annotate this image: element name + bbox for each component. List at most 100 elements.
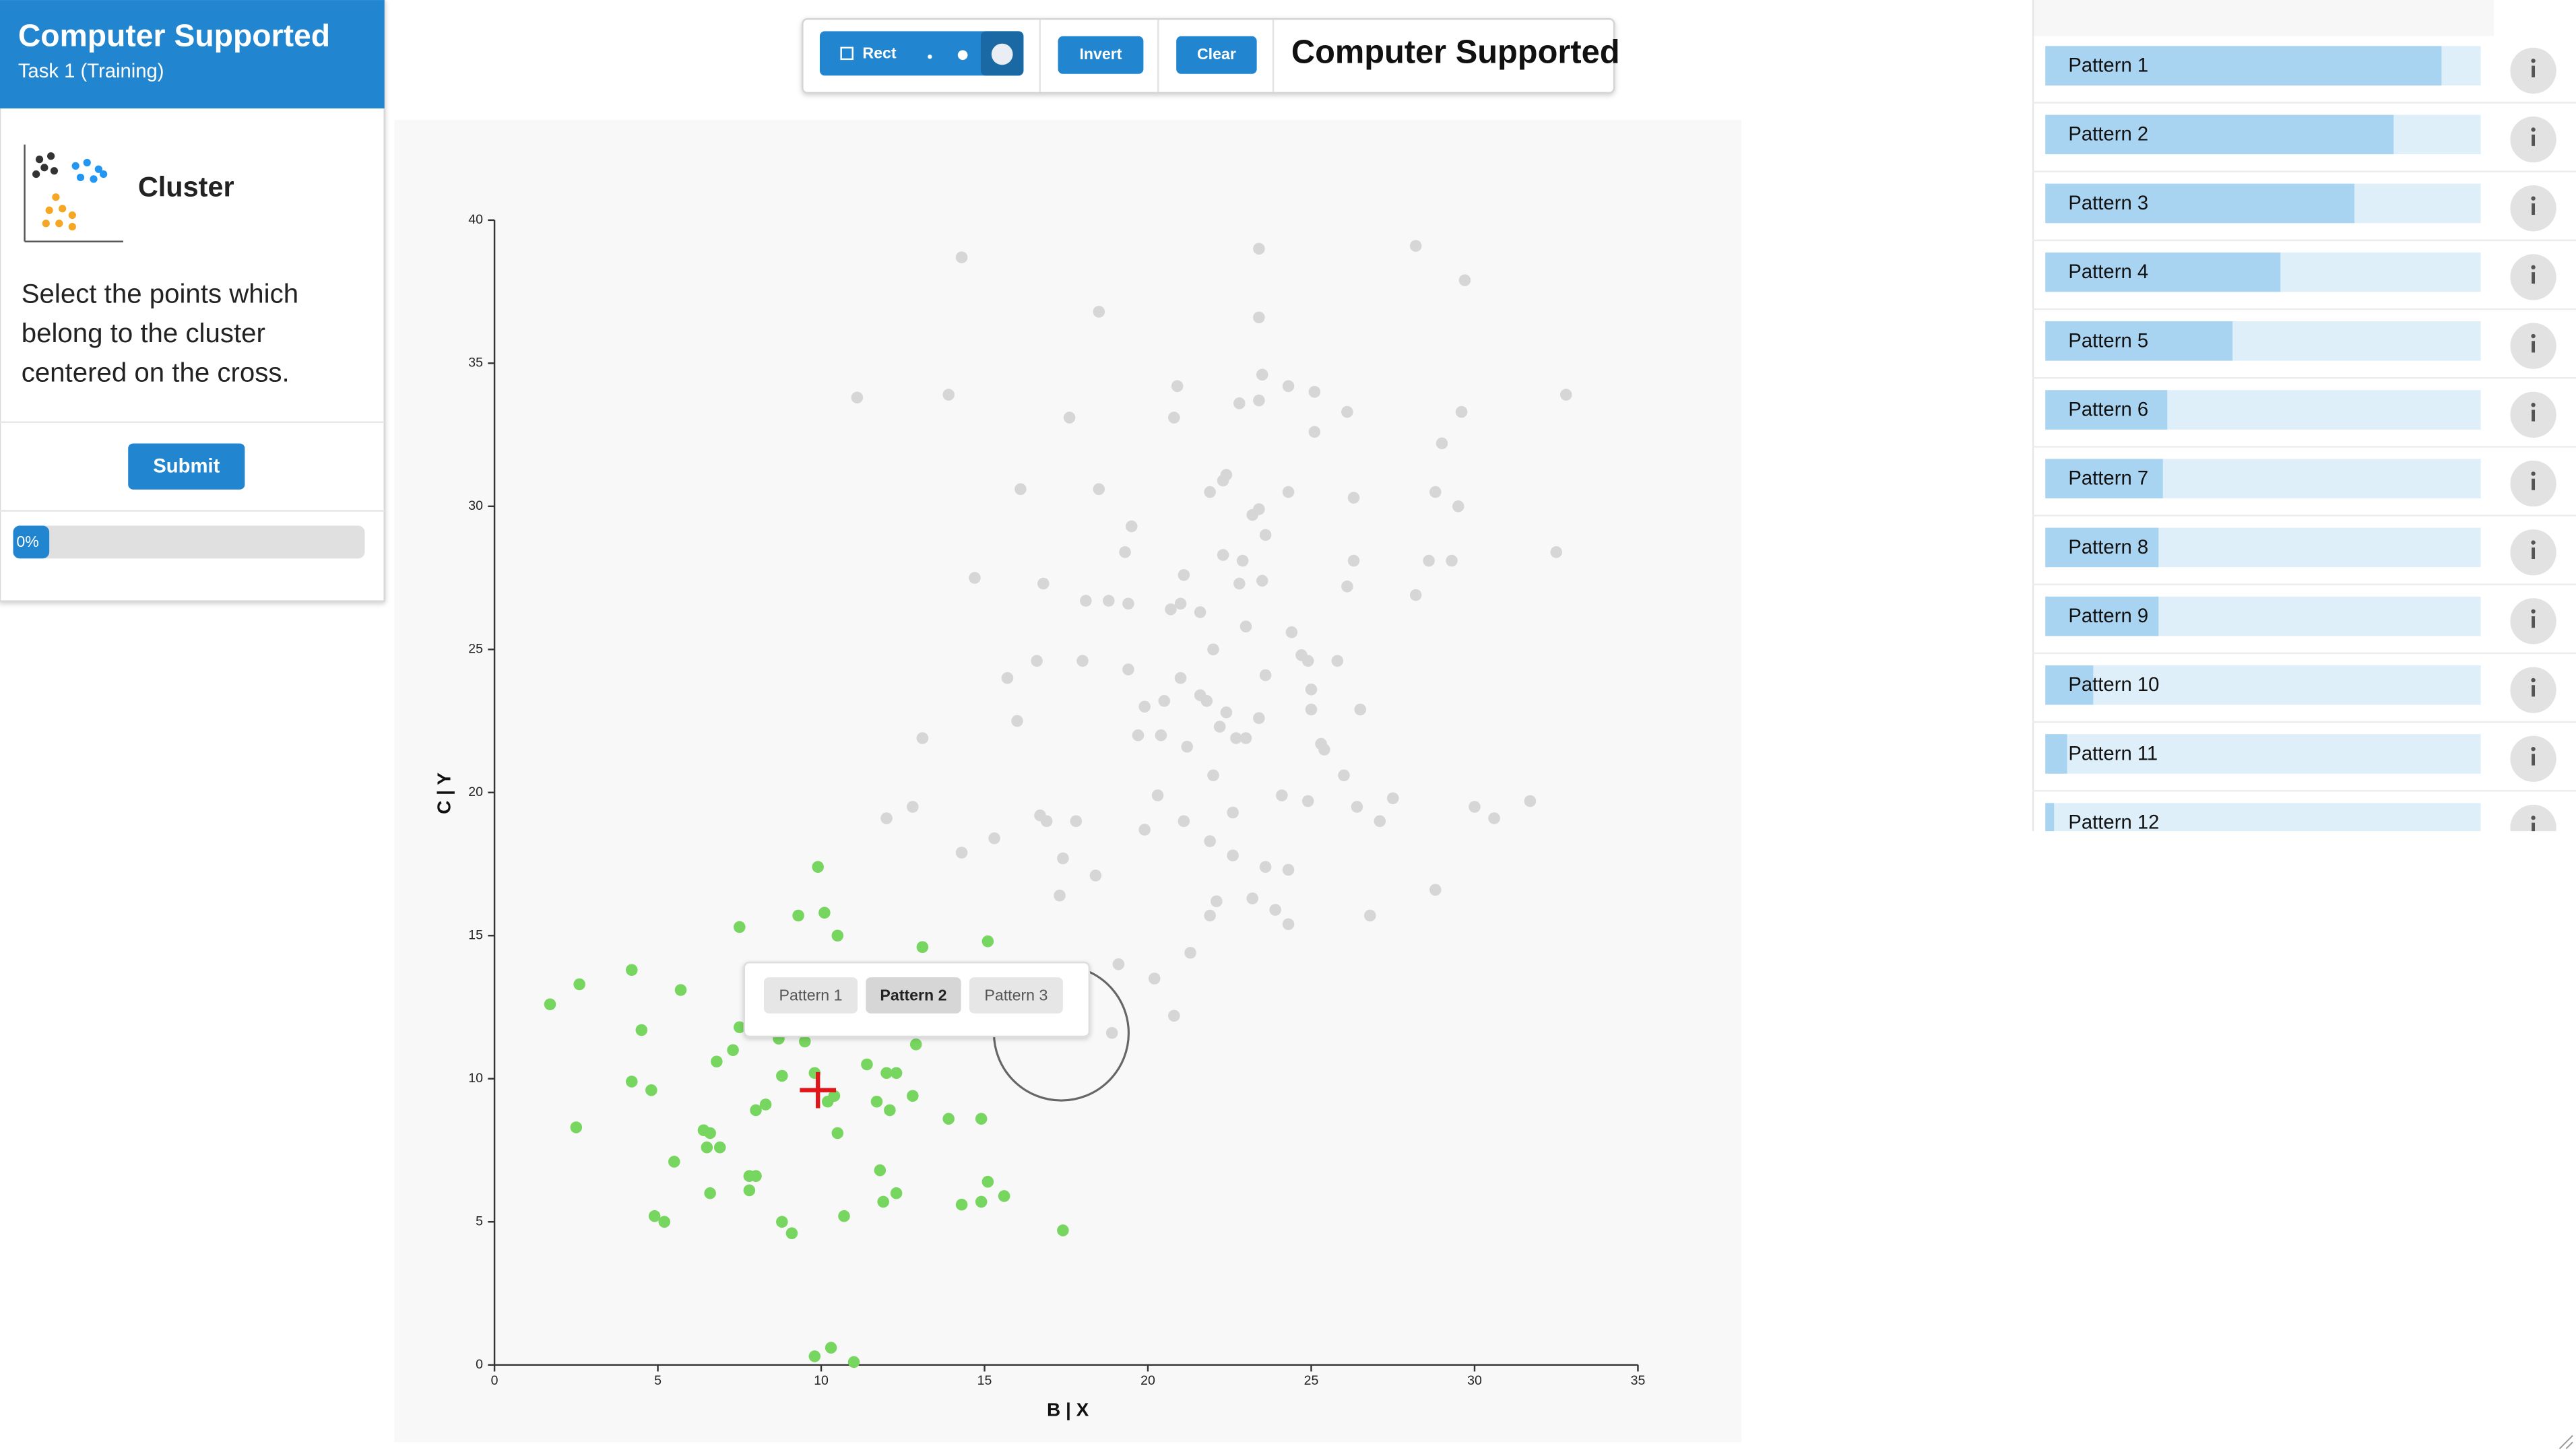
data-point[interactable] bbox=[1174, 597, 1187, 610]
data-point[interactable] bbox=[1054, 889, 1066, 902]
data-point[interactable] bbox=[701, 1141, 713, 1154]
data-point[interactable] bbox=[1230, 732, 1242, 744]
data-point[interactable] bbox=[1351, 801, 1363, 813]
data-point[interactable] bbox=[1168, 1010, 1180, 1022]
data-point[interactable] bbox=[1037, 577, 1050, 590]
info-icon-dot[interactable] bbox=[2531, 471, 2536, 476]
clear-bg[interactable] bbox=[1176, 36, 1257, 74]
info-icon[interactable] bbox=[2532, 65, 2536, 77]
data-point[interactable] bbox=[1253, 394, 1265, 407]
data-point[interactable] bbox=[1178, 569, 1190, 581]
data-point[interactable] bbox=[1276, 789, 1288, 801]
data-point[interactable] bbox=[704, 1127, 716, 1140]
data-point[interactable] bbox=[942, 389, 955, 401]
info-icon-dot[interactable] bbox=[2531, 746, 2536, 752]
data-point[interactable] bbox=[1308, 426, 1321, 438]
data-point[interactable] bbox=[1151, 789, 1164, 801]
data-point[interactable] bbox=[1233, 397, 1246, 409]
data-point[interactable] bbox=[645, 1084, 657, 1096]
data-point[interactable] bbox=[851, 391, 864, 404]
data-point[interactable] bbox=[776, 1216, 788, 1228]
data-point[interactable] bbox=[658, 1216, 671, 1228]
brush-size-medium[interactable] bbox=[957, 50, 968, 61]
data-point[interactable] bbox=[942, 1113, 955, 1125]
data-point[interactable] bbox=[792, 909, 804, 922]
info-icon[interactable] bbox=[2532, 754, 2536, 766]
data-point[interactable] bbox=[1301, 795, 1314, 807]
data-point[interactable] bbox=[1239, 620, 1252, 633]
info-icon[interactable] bbox=[2532, 341, 2536, 353]
data-point[interactable] bbox=[831, 929, 844, 942]
pattern-bar[interactable] bbox=[2045, 459, 2163, 498]
data-point[interactable] bbox=[1455, 405, 1468, 418]
invert-bg[interactable] bbox=[1058, 36, 1144, 74]
pattern-label[interactable]: Pattern 8 bbox=[2068, 537, 2148, 558]
data-point[interactable] bbox=[1256, 574, 1268, 587]
invert-label[interactable]: Invert bbox=[1079, 45, 1122, 63]
submit-label[interactable]: Submit bbox=[153, 456, 220, 477]
data-point[interactable] bbox=[1269, 904, 1281, 916]
rect-icon[interactable] bbox=[840, 46, 854, 61]
data-point[interactable] bbox=[750, 1170, 762, 1182]
data-point[interactable] bbox=[570, 1121, 583, 1133]
data-point[interactable] bbox=[648, 1210, 661, 1222]
info-icon-dot[interactable] bbox=[2531, 609, 2536, 614]
data-point[interactable] bbox=[1488, 812, 1500, 824]
data-point[interactable] bbox=[776, 1069, 788, 1082]
data-point[interactable] bbox=[1253, 712, 1265, 725]
data-point[interactable] bbox=[1559, 389, 1572, 401]
pattern-bar[interactable] bbox=[2045, 665, 2094, 705]
info-icon-dot[interactable] bbox=[2531, 540, 2536, 545]
data-point[interactable] bbox=[713, 1141, 726, 1154]
pattern-label[interactable]: Pattern 6 bbox=[2068, 399, 2148, 420]
info-icon-dot[interactable] bbox=[2531, 816, 2536, 820]
brush-label[interactable]: Rect bbox=[862, 44, 896, 62]
pattern-bar[interactable] bbox=[2045, 390, 2168, 430]
data-point[interactable] bbox=[1001, 672, 1014, 684]
popup-button[interactable] bbox=[969, 977, 1063, 1014]
data-point[interactable] bbox=[1256, 368, 1268, 381]
clear-button[interactable]: Clear bbox=[1176, 36, 1257, 74]
pattern-bar[interactable] bbox=[2045, 114, 2394, 155]
info-icon[interactable] bbox=[2532, 616, 2536, 628]
submit-button-bg[interactable] bbox=[128, 443, 245, 490]
data-point[interactable] bbox=[828, 1090, 841, 1102]
data-point[interactable] bbox=[573, 978, 585, 991]
data-point[interactable] bbox=[1178, 815, 1190, 828]
data-point[interactable] bbox=[955, 847, 968, 859]
data-point[interactable] bbox=[874, 1164, 887, 1177]
data-point[interactable] bbox=[1220, 706, 1233, 719]
data-point[interactable] bbox=[1089, 869, 1102, 882]
data-point[interactable] bbox=[1239, 732, 1252, 744]
data-point[interactable] bbox=[759, 1098, 772, 1111]
data-point[interactable] bbox=[743, 1184, 756, 1197]
info-icon-dot[interactable] bbox=[2531, 59, 2536, 63]
data-point[interactable] bbox=[1469, 801, 1481, 813]
data-point[interactable] bbox=[1259, 861, 1272, 873]
pattern-label[interactable]: Pattern 10 bbox=[2068, 674, 2159, 696]
data-point[interactable] bbox=[825, 1342, 837, 1354]
pattern-bar[interactable] bbox=[2045, 527, 2159, 568]
brush-size-small[interactable] bbox=[928, 55, 932, 59]
data-point[interactable] bbox=[1305, 684, 1318, 696]
data-point[interactable] bbox=[890, 1187, 903, 1199]
data-point[interactable] bbox=[877, 1195, 889, 1208]
data-point[interactable] bbox=[1204, 909, 1216, 922]
data-point[interactable] bbox=[1253, 503, 1265, 515]
data-point[interactable] bbox=[955, 1198, 968, 1211]
data-point[interactable] bbox=[1429, 486, 1442, 498]
data-point[interactable] bbox=[969, 572, 981, 584]
data-point[interactable] bbox=[799, 1035, 811, 1048]
data-point[interactable] bbox=[1285, 626, 1298, 638]
pattern-bar[interactable] bbox=[2045, 183, 2355, 224]
info-icon-dot[interactable] bbox=[2531, 127, 2536, 132]
data-point[interactable] bbox=[955, 251, 968, 263]
data-point[interactable] bbox=[674, 984, 687, 996]
info-icon[interactable] bbox=[2532, 203, 2536, 216]
data-point[interactable] bbox=[1301, 655, 1314, 667]
data-point[interactable] bbox=[544, 998, 556, 1011]
data-point[interactable] bbox=[785, 1227, 798, 1239]
data-point[interactable] bbox=[975, 1195, 988, 1208]
pattern-bar-track[interactable] bbox=[2045, 665, 2481, 705]
data-point[interactable] bbox=[1076, 655, 1089, 667]
